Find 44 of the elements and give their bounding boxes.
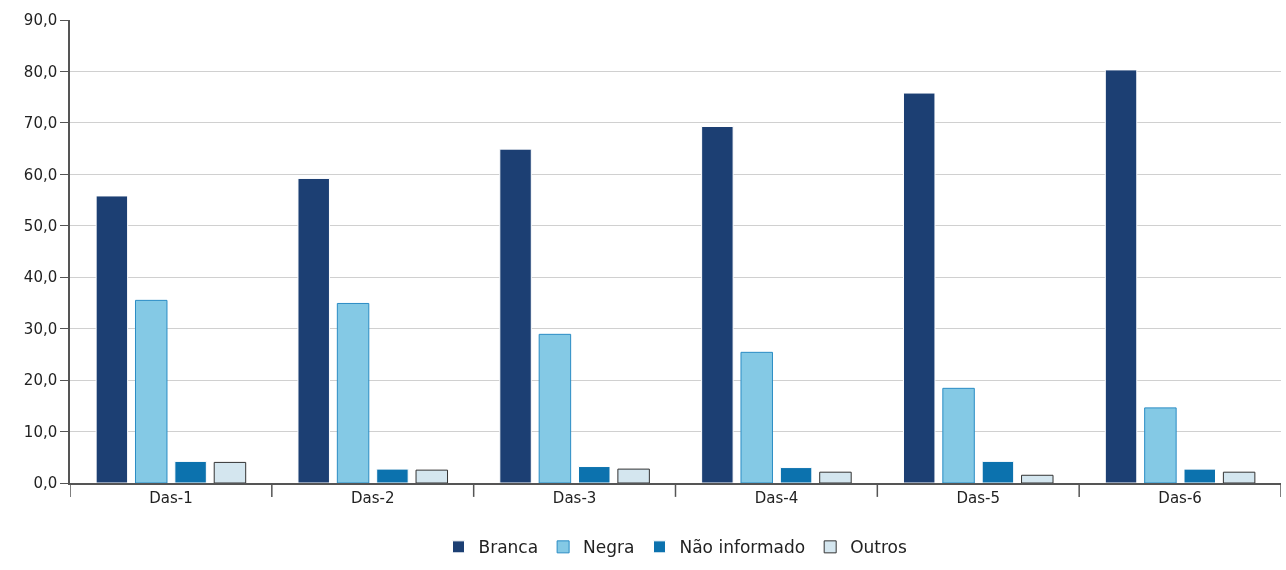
y-tick-label: 60,0 bbox=[23, 165, 58, 184]
bar bbox=[297, 177, 330, 483]
legend-label: Outros bbox=[850, 537, 908, 558]
bar bbox=[740, 351, 773, 483]
y-tick-label: 80,0 bbox=[23, 62, 58, 81]
bar bbox=[1104, 69, 1138, 483]
bar bbox=[819, 471, 852, 483]
x-tick-label: Das-4 bbox=[754, 488, 799, 507]
y-tick-label: 30,0 bbox=[23, 319, 58, 338]
bar bbox=[1222, 471, 1256, 483]
legend-label: Negra bbox=[583, 537, 635, 558]
x-tick-label: Das-6 bbox=[1158, 488, 1202, 507]
bar bbox=[902, 92, 936, 483]
bar bbox=[701, 125, 734, 483]
bar bbox=[174, 460, 207, 483]
bar bbox=[1021, 474, 1054, 483]
x-tick-label: Das-3 bbox=[552, 488, 597, 507]
legend-label: Branca bbox=[478, 537, 539, 558]
bar bbox=[134, 299, 168, 483]
bar bbox=[617, 468, 650, 483]
bar bbox=[981, 460, 1015, 483]
x-tick-label: Das-1 bbox=[149, 488, 193, 507]
y-tick-label: 0,0 bbox=[33, 474, 58, 493]
y-tick-label: 70,0 bbox=[23, 114, 58, 133]
y-tick-label: 10,0 bbox=[23, 422, 58, 441]
bar bbox=[499, 148, 532, 483]
y-tick-label: 90,0 bbox=[23, 11, 58, 30]
x-tick-label: Das-5 bbox=[956, 488, 1001, 507]
bar bbox=[336, 302, 370, 483]
y-tick-label: 20,0 bbox=[23, 371, 58, 390]
bar bbox=[415, 469, 449, 483]
x-tick-label: Das-2 bbox=[350, 488, 395, 507]
bar bbox=[1183, 468, 1217, 483]
bar bbox=[1144, 407, 1177, 483]
legend-label: Não informado bbox=[679, 537, 806, 558]
bar bbox=[538, 333, 572, 483]
y-tick-label: 40,0 bbox=[23, 268, 58, 287]
bar bbox=[779, 467, 813, 483]
bar bbox=[95, 195, 129, 483]
bar bbox=[578, 466, 611, 483]
bar bbox=[213, 461, 247, 483]
bar bbox=[942, 387, 975, 483]
bar bbox=[376, 468, 409, 483]
y-tick-label: 50,0 bbox=[23, 217, 58, 236]
